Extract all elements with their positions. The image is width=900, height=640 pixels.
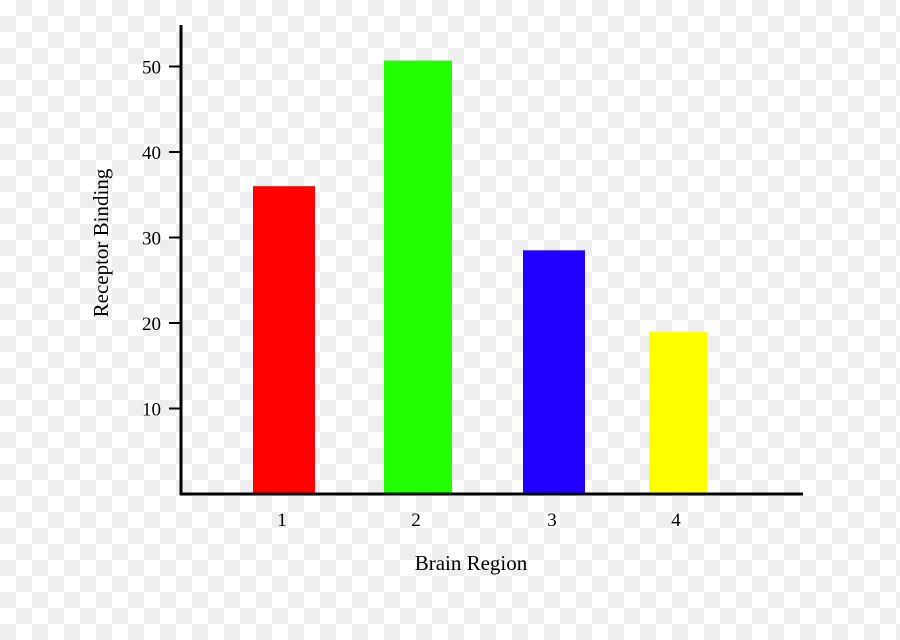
y-tick-label: 10 [142,400,161,421]
y-tick-label: 40 [142,143,161,164]
y-axis-title: Receptor Binding [89,168,113,317]
bars-group [253,60,707,494]
y-axis-ticks: 10 20 30 40 50 [142,58,181,421]
y-tick-label: 50 [142,58,161,79]
x-tick-label: 3 [547,510,557,531]
x-tick-label: 4 [671,510,681,531]
bar-region-3 [523,250,585,494]
bar-region-4 [649,331,707,494]
x-tick-label: 1 [277,510,287,531]
x-tick-label: 2 [411,510,421,531]
x-axis-ticks: 1 2 3 4 [277,510,681,531]
x-axis-title: Brain Region [415,551,528,575]
bar-region-2 [384,60,452,494]
y-tick-label: 20 [142,314,161,335]
bar-region-1 [253,186,315,494]
y-tick-label: 30 [142,229,161,250]
